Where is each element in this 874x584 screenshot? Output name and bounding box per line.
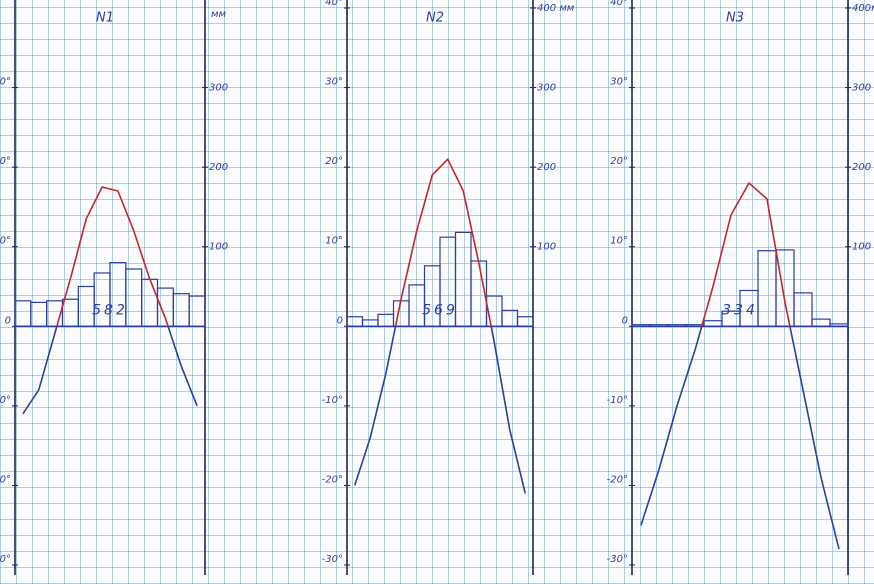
y-tick-label: -30° xyxy=(322,554,343,565)
y-tick-label: -10° xyxy=(0,395,11,406)
bar xyxy=(649,324,669,327)
bar xyxy=(141,278,159,327)
y2-tick-label: 100 xyxy=(852,242,871,253)
bar xyxy=(703,320,723,327)
y2-tick-label: 300 xyxy=(537,83,556,94)
bar xyxy=(811,318,831,327)
y2-tick-label: 100 xyxy=(209,242,228,253)
y-tick-label: 30° xyxy=(325,77,343,88)
chart-title: N1 xyxy=(96,11,114,26)
bar xyxy=(516,316,534,327)
bar xyxy=(631,324,651,327)
bar xyxy=(757,250,777,327)
total-label: 569 xyxy=(422,302,458,318)
y-tick-label: 20° xyxy=(610,156,628,167)
chart-title: N2 xyxy=(426,11,444,26)
total-label: 334 xyxy=(722,302,758,318)
y2-axis-label: мм xyxy=(211,9,227,20)
y-tick-label: -30° xyxy=(607,554,628,565)
bar xyxy=(125,268,143,327)
y-tick-label: 10° xyxy=(0,236,11,247)
bar xyxy=(829,323,849,327)
y2-tick-label: 300 xyxy=(209,83,228,94)
y2-tick-label: 400 мм xyxy=(537,3,575,14)
bar xyxy=(172,293,190,327)
temperature-line xyxy=(353,158,527,494)
temperature-line xyxy=(22,186,198,415)
y-tick-label: 10° xyxy=(325,236,343,247)
bar xyxy=(501,309,519,327)
y-tick-label: -30° xyxy=(0,554,11,565)
y2-tick-label: 300 xyxy=(852,83,871,94)
y2-tick-label: 200 xyxy=(209,162,228,173)
y-tick-label: -20° xyxy=(322,474,343,485)
bar xyxy=(346,316,364,327)
chart-title: N3 xyxy=(726,11,744,26)
temperature-line xyxy=(640,182,840,550)
bar xyxy=(361,319,379,327)
y2-tick-label: 200 xyxy=(852,162,871,173)
y-tick-label: 20° xyxy=(0,156,11,167)
y2-tick-label: 100 xyxy=(537,242,556,253)
y-tick-label: -20° xyxy=(0,474,11,485)
bar xyxy=(667,324,687,327)
y-tick-label: 10° xyxy=(610,236,628,247)
bar xyxy=(14,300,32,327)
y-tick-label: 0 xyxy=(622,315,628,326)
y-tick-label: 40° xyxy=(610,0,628,8)
bar xyxy=(61,298,79,327)
bar xyxy=(188,295,206,327)
y-tick-label: 0 xyxy=(337,315,343,326)
y-tick-label: 40° xyxy=(325,0,343,8)
y2-tick-label: 200 xyxy=(537,162,556,173)
y-tick-label: 20° xyxy=(325,156,343,167)
y-tick-label: 30° xyxy=(610,77,628,88)
bar xyxy=(377,313,395,327)
y-tick-label: -10° xyxy=(607,395,628,406)
bar xyxy=(30,301,48,327)
bar xyxy=(793,292,813,327)
y-tick-label: -10° xyxy=(322,395,343,406)
y-tick-label: 0 xyxy=(5,315,11,326)
total-label: 582 xyxy=(92,302,128,318)
y-tick-label: -20° xyxy=(607,474,628,485)
y-tick-label: 30° xyxy=(0,77,11,88)
bar xyxy=(775,249,795,327)
